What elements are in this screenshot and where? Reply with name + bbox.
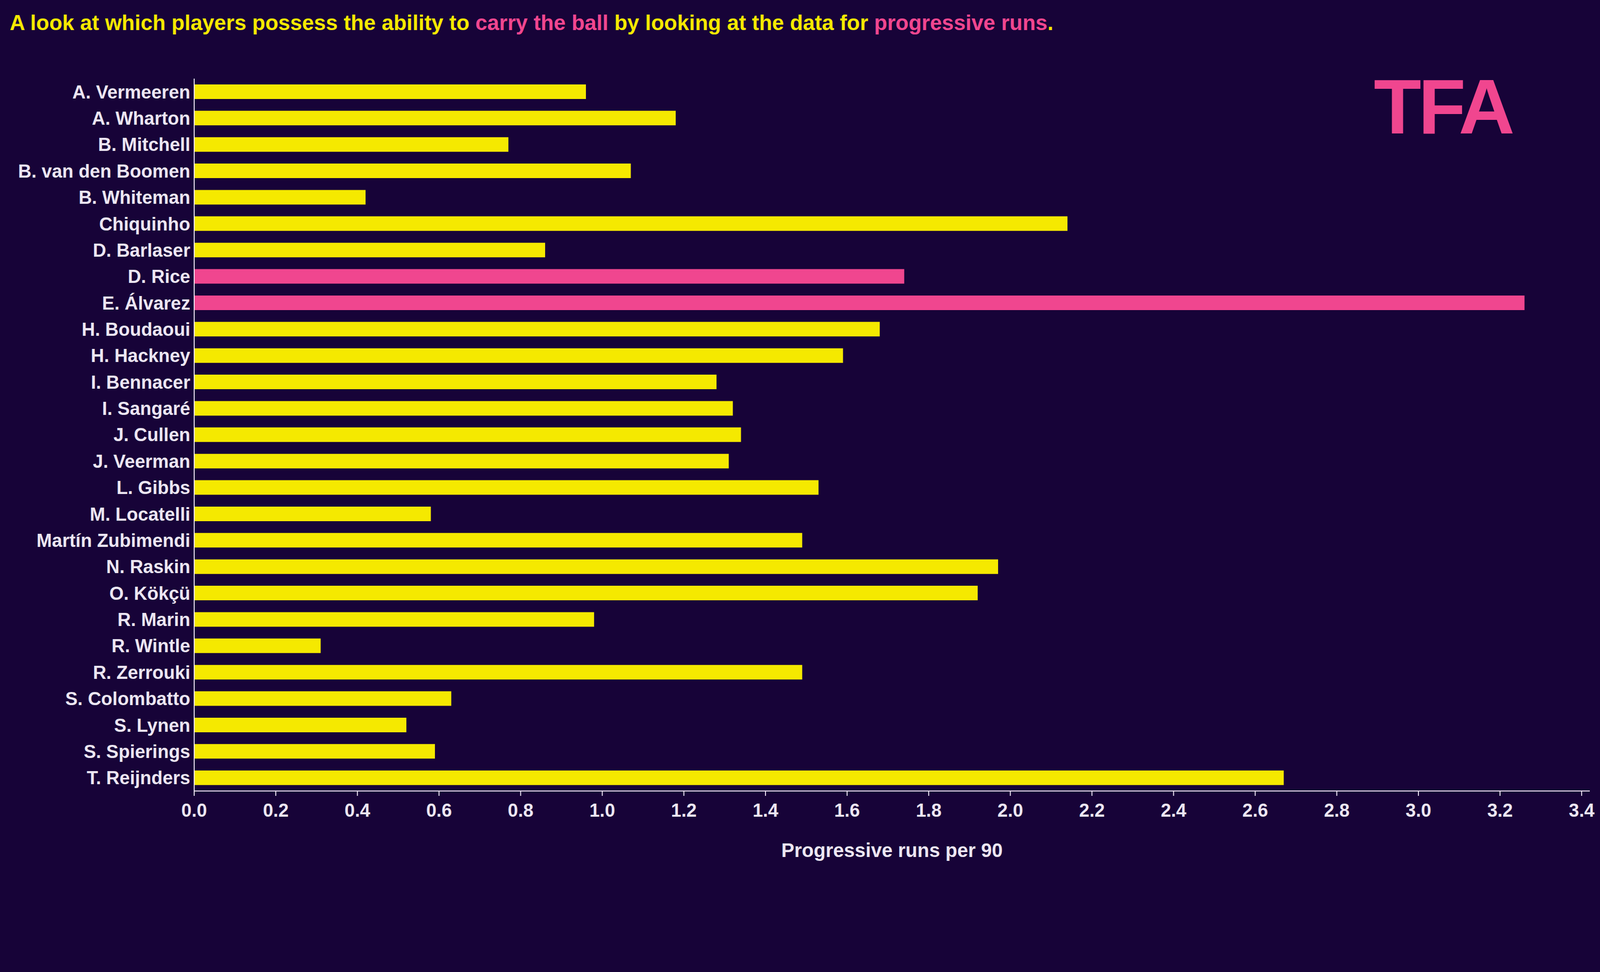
svg-text:D. Barlaser: D. Barlaser: [92, 240, 191, 261]
svg-text:I. Bennacer: I. Bennacer: [90, 372, 191, 393]
svg-text:2.0: 2.0: [997, 800, 1024, 821]
svg-text:R. Zerrouki: R. Zerrouki: [92, 662, 191, 684]
svg-text:2.2: 2.2: [1079, 800, 1105, 821]
svg-text:2.6: 2.6: [1242, 800, 1268, 821]
svg-text:E. Álvarez: E. Álvarez: [101, 292, 191, 314]
svg-text:1.8: 1.8: [916, 800, 942, 821]
svg-text:0.4: 0.4: [344, 800, 371, 821]
svg-text:O. Kökçü: O. Kökçü: [109, 583, 191, 604]
svg-text:H. Hackney: H. Hackney: [90, 345, 191, 367]
svg-text:0.0: 0.0: [181, 800, 208, 821]
svg-text:3.4: 3.4: [1568, 800, 1595, 821]
svg-text:A. Wharton: A. Wharton: [91, 108, 191, 129]
svg-text:0.2: 0.2: [263, 800, 289, 821]
svg-text:J. Veerman: J. Veerman: [92, 451, 191, 472]
svg-text:I. Sangaré: I. Sangaré: [101, 398, 191, 419]
svg-text:A. Vermeeren: A. Vermeeren: [72, 82, 191, 103]
svg-text:2.4: 2.4: [1160, 800, 1187, 821]
svg-text:B. Whiteman: B. Whiteman: [78, 187, 191, 208]
svg-text:J. Cullen: J. Cullen: [113, 424, 191, 446]
svg-text:S. Spierings: S. Spierings: [83, 741, 191, 763]
svg-text:0.8: 0.8: [507, 800, 534, 821]
svg-text:H. Boudaoui: H. Boudaoui: [81, 319, 191, 340]
svg-text:R. Wintle: R. Wintle: [111, 635, 191, 657]
svg-text:Progressive runs per 90: Progressive runs per 90: [781, 839, 1003, 862]
svg-text:B. Mitchell: B. Mitchell: [98, 134, 191, 155]
svg-text:L. Gibbs: L. Gibbs: [116, 477, 191, 499]
svg-text:3.2: 3.2: [1487, 800, 1514, 821]
svg-text:B. van den Boomen: B. van den Boomen: [17, 161, 191, 182]
svg-text:Martín Zubimendi: Martín Zubimendi: [36, 530, 191, 551]
svg-text:R. Marin: R. Marin: [117, 609, 191, 631]
svg-text:3.0: 3.0: [1405, 800, 1432, 821]
html-text:A look at which players posses: A look at which players possess the abil…: [9, 10, 1054, 35]
svg-text:D. Rice: D. Rice: [127, 266, 191, 287]
svg-text:2.8: 2.8: [1323, 800, 1350, 821]
html-text:TFA: TFA: [1373, 63, 1512, 150]
svg-text:0.6: 0.6: [426, 800, 452, 821]
svg-text:S. Lynen: S. Lynen: [114, 715, 191, 736]
svg-text:Chiquinho: Chiquinho: [99, 214, 191, 235]
svg-text:1.0: 1.0: [589, 800, 616, 821]
svg-text:T. Reijnders: T. Reijnders: [86, 767, 191, 789]
svg-text:S. Colombatto: S. Colombatto: [65, 688, 191, 710]
svg-text:M. Locatelli: M. Locatelli: [89, 504, 191, 525]
svg-text:1.2: 1.2: [670, 800, 697, 821]
svg-text:N. Raskin: N. Raskin: [106, 556, 191, 578]
svg-text:1.6: 1.6: [834, 800, 861, 821]
svg-text:1.4: 1.4: [752, 800, 779, 821]
